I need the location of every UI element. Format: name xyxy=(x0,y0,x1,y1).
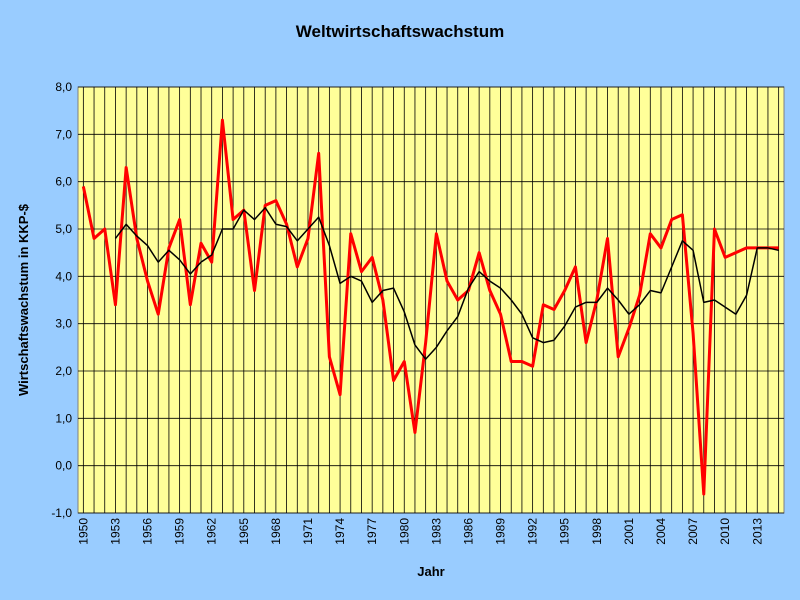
x-tick-label: 1971 xyxy=(301,518,315,545)
x-tick-label: 1950 xyxy=(76,518,90,545)
y-tick-label: 6,0 xyxy=(55,175,72,189)
y-tick-label: -1,0 xyxy=(51,506,72,520)
x-tick-label: 1995 xyxy=(558,518,572,545)
x-tick-label: 2010 xyxy=(718,518,732,545)
y-tick-label: 5,0 xyxy=(55,222,72,236)
x-tick-label: 2013 xyxy=(750,518,764,545)
y-axis-label: Wirtschaftswachstum in KKP-$ xyxy=(16,203,31,396)
data-line xyxy=(114,206,779,360)
x-tick-label: 1953 xyxy=(108,518,122,545)
y-tick-label: 0,0 xyxy=(55,459,72,473)
x-tick-label: 2007 xyxy=(686,518,700,545)
x-tick-label: 2001 xyxy=(622,518,636,545)
x-tick-label: 1968 xyxy=(269,518,283,545)
y-tick-label: 8,0 xyxy=(55,80,72,94)
chart-title: Weltwirtschaftswachstum xyxy=(296,22,504,41)
x-tick-label: 1956 xyxy=(141,518,155,545)
x-tick-label: 1998 xyxy=(590,518,604,545)
y-tick-label: 1,0 xyxy=(55,411,72,425)
y-tick-label: 7,0 xyxy=(55,127,72,141)
y-tick-label: 3,0 xyxy=(55,317,72,331)
x-tick-label: 1962 xyxy=(205,518,219,545)
x-tick-label: 1992 xyxy=(526,518,540,545)
data-line xyxy=(81,118,779,496)
x-tick-label: 1965 xyxy=(237,518,251,545)
x-tick-label: 1974 xyxy=(333,518,347,545)
x-tick-label: 1986 xyxy=(461,518,475,545)
x-tick-label: 1977 xyxy=(365,518,379,545)
y-tick-label: 4,0 xyxy=(55,269,72,283)
x-tick-label: 1980 xyxy=(397,518,411,545)
x-axis-label: Jahr xyxy=(417,564,444,579)
x-tick-label: 1983 xyxy=(429,518,443,545)
x-tick-label: 1959 xyxy=(173,518,187,545)
y-tick-label: 2,0 xyxy=(55,364,72,378)
x-tick-label: 2004 xyxy=(654,518,668,545)
x-tick-label: 1989 xyxy=(494,518,508,545)
